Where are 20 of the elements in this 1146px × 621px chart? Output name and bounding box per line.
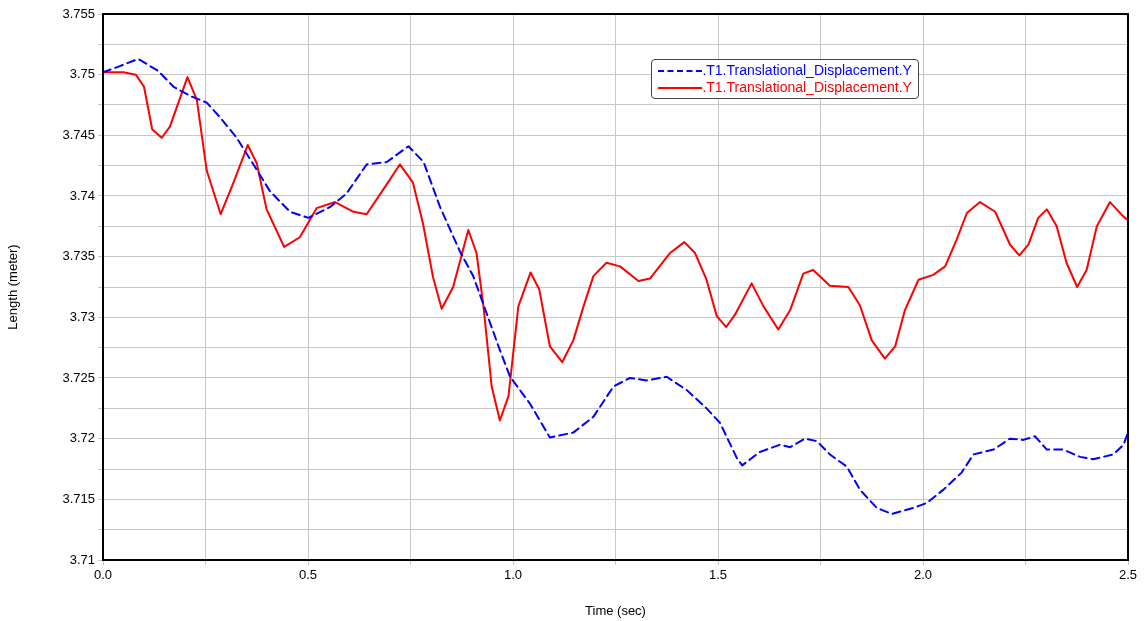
y-tick-label: 3.715 xyxy=(62,490,95,506)
x-tick-label: 0.0 xyxy=(93,567,113,583)
y-tick-label: 3.72 xyxy=(69,430,95,446)
y-tick-label: 3.745 xyxy=(62,126,95,142)
x-tick-label: 2.0 xyxy=(913,567,933,583)
y-axis-title: Length (meter) xyxy=(5,244,21,330)
y-tick-label: 3.735 xyxy=(62,248,95,264)
y-tick-label: 3.71 xyxy=(69,551,95,567)
legend-label: .T1.Translational_Displacement.Y xyxy=(702,62,912,79)
x-axis-title: Time (sec) xyxy=(585,602,646,618)
x-tick-label: 1.5 xyxy=(708,567,728,583)
x-tick-label: 1.0 xyxy=(503,567,523,583)
y-tick-label: 3.74 xyxy=(69,187,95,203)
y-tick-label: 3.75 xyxy=(69,66,95,82)
y-tick-label: 3.755 xyxy=(62,5,95,21)
legend-label: .T1.Translational_Displacement.Y xyxy=(702,79,912,96)
x-tick-label: 2.5 xyxy=(1118,567,1138,583)
y-tick-label: 3.73 xyxy=(69,308,95,324)
x-tick-label: 0.5 xyxy=(298,567,318,583)
y-tick-label: 3.725 xyxy=(62,369,95,385)
